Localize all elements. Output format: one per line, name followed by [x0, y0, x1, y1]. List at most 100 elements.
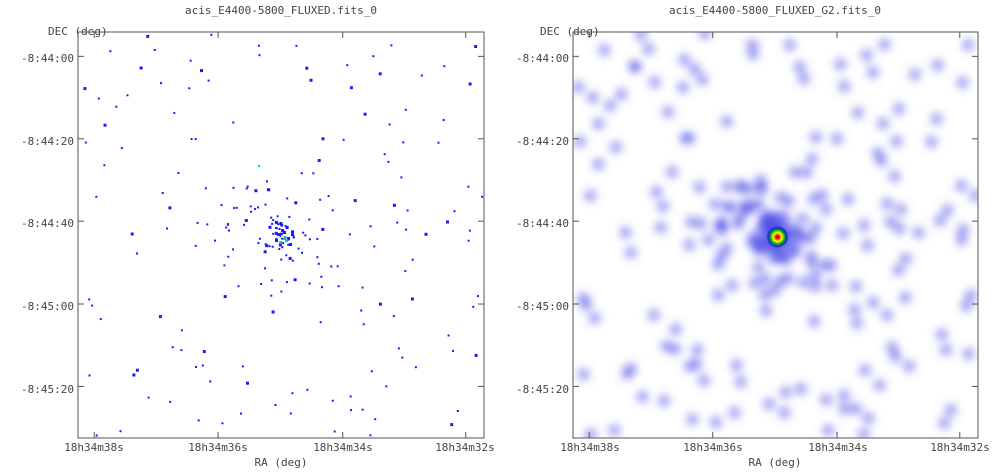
smoothed-blob — [804, 231, 817, 244]
smoothed-blob — [955, 233, 968, 246]
event-pixel — [194, 244, 197, 247]
smoothed-blob — [577, 368, 590, 381]
event-pixel — [300, 172, 303, 175]
smoothed-blob — [635, 32, 647, 41]
smoothed-blob — [962, 39, 975, 51]
event-pixel — [288, 215, 291, 218]
event-pixel — [308, 218, 311, 221]
smoothed-blob — [925, 135, 938, 148]
smoothed-blob — [851, 106, 864, 119]
event-pixel — [268, 245, 271, 248]
smoothed-blob — [809, 280, 822, 293]
event-pixel — [330, 265, 333, 268]
smoothed-blob — [685, 215, 698, 228]
event-pixel — [295, 44, 298, 47]
event-pixel — [271, 222, 274, 225]
smoothed-blob — [660, 340, 673, 353]
event-pixel — [378, 302, 382, 306]
event-pixel — [168, 206, 172, 210]
event-pixel — [274, 220, 278, 224]
event-pixel — [225, 226, 228, 229]
smoothed-blob — [862, 412, 875, 425]
smoothed-blob — [642, 43, 655, 55]
smoothed-blob — [662, 105, 674, 118]
event-pixel — [180, 329, 183, 332]
event-pixel — [83, 87, 87, 91]
smoothed-blob — [580, 298, 593, 311]
smoothed-blob — [720, 242, 733, 255]
smoothed-blob — [806, 256, 819, 269]
panel-smoothed-ytick-4: -8:45:20 — [516, 383, 569, 396]
panel-raw-frame — [77, 31, 485, 439]
source-pixel — [281, 235, 285, 239]
event-pixel — [130, 232, 134, 236]
source-pixel — [275, 239, 279, 243]
panel-raw-xtick-3: 18h34m32s — [435, 441, 495, 454]
event-pixel — [153, 49, 156, 51]
event-pixel — [194, 138, 197, 140]
smoothed-blob — [734, 375, 747, 388]
smoothed-blob — [912, 226, 925, 239]
event-pixel — [146, 34, 150, 38]
smoothed-blob — [712, 289, 725, 302]
smoothed-blob — [592, 117, 605, 130]
smoothed-blob — [758, 288, 771, 301]
event-pixel — [233, 207, 236, 209]
event-pixel — [158, 315, 162, 319]
event-pixel — [309, 78, 313, 82]
event-pixel — [442, 119, 445, 121]
smoothed-blob — [748, 277, 761, 289]
event-pixel — [258, 237, 261, 240]
smoothed-blob — [857, 219, 870, 232]
event-pixel — [392, 315, 395, 318]
event-pixel — [316, 237, 319, 240]
panel-raw-ytick-2: -8:44:40 — [21, 217, 74, 230]
smoothed-blob — [931, 59, 944, 72]
event-pixel — [243, 223, 246, 226]
event-pixel — [477, 295, 479, 298]
event-pixel — [467, 239, 470, 242]
event-pixel — [246, 381, 249, 385]
event-pixel — [369, 225, 372, 228]
event-pixel — [103, 164, 106, 167]
smoothed-blob — [759, 273, 772, 286]
panel-raw: acis_E4400-5800_FLUXED.fits_0 DEC (deg) … — [21, 4, 495, 469]
event-pixel — [240, 412, 242, 415]
smoothed-blob — [806, 153, 819, 165]
event-pixel — [291, 230, 295, 234]
event-pixel — [316, 256, 319, 259]
event-pixel — [270, 216, 273, 219]
event-pixel — [337, 285, 340, 288]
event-pixel — [197, 419, 200, 422]
event-pixel — [97, 97, 100, 100]
event-pixel — [254, 208, 257, 210]
smoothed-blob — [797, 276, 810, 289]
event-pixel — [293, 278, 297, 282]
smoothed-blob — [754, 174, 767, 187]
panel-raw-ytick-4: -8:45:20 — [21, 383, 74, 396]
smoothed-blob — [726, 279, 739, 292]
event-pixel — [132, 373, 136, 377]
panel-raw-xtick-0: 18h34m38s — [64, 441, 124, 454]
panel-smoothed-title: acis_E4400-5800_FLUXED_G2.fits_0 — [669, 4, 881, 17]
event-pixel — [443, 65, 446, 68]
smoothed-blob — [666, 166, 679, 178]
event-pixel — [265, 244, 269, 248]
smoothed-blob — [696, 73, 709, 86]
smoothed-blob — [876, 117, 889, 130]
smoothed-blob — [730, 359, 743, 372]
event-pixel — [201, 364, 204, 367]
smoothed-blob — [969, 189, 978, 202]
smoothed-blob — [842, 193, 854, 206]
event-pixel — [226, 223, 229, 225]
panel-smoothed-ytick-0: -8:44:00 — [516, 52, 569, 65]
smoothed-blob — [940, 343, 953, 356]
smoothed-blob — [892, 102, 905, 115]
smoothed-blob — [721, 180, 734, 193]
smoothed-blob — [735, 179, 748, 192]
event-pixel — [200, 69, 203, 73]
event-pixel — [450, 423, 454, 427]
smoothed-blob — [702, 233, 715, 246]
event-pixel — [291, 392, 294, 395]
smoothed-blob — [797, 72, 810, 85]
